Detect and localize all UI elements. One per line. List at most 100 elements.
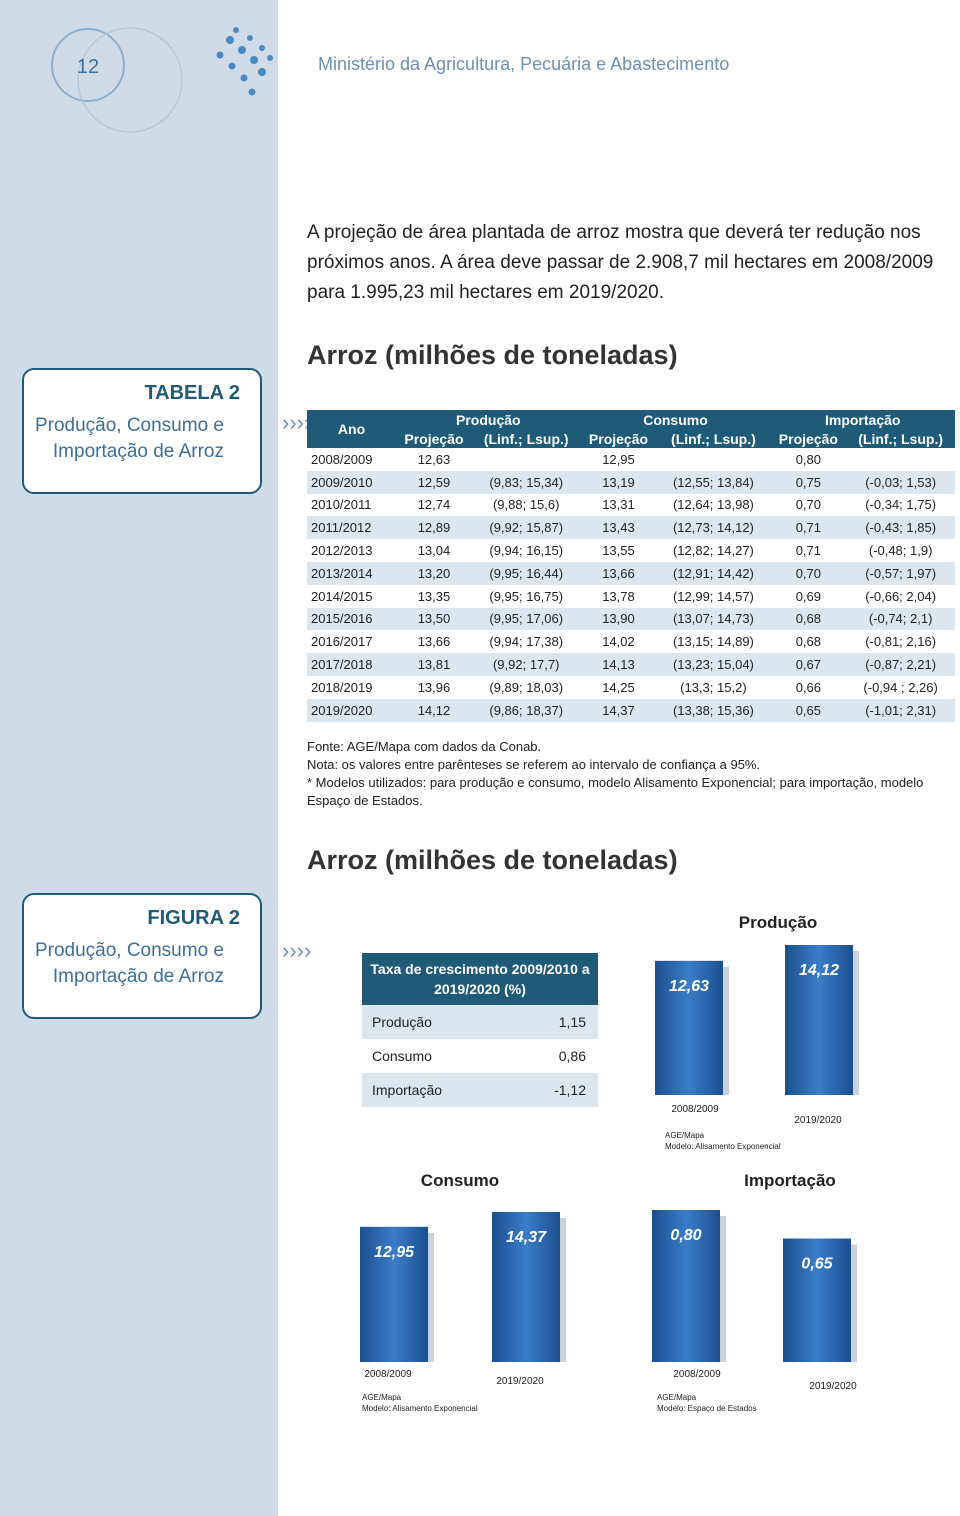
figure-sidebar: FIGURA 2 Produção, Consumo e Importação … — [22, 893, 262, 1019]
table-row: 2019/2020 14,12 (9,86; 18,37) 14,37 (13,38; … — [307, 698, 955, 722]
bar — [360, 1226, 428, 1362]
arrow-icon: ›››› — [282, 938, 311, 963]
header-cell: Projeção — [396, 429, 472, 448]
category-label: 2019/2020 — [496, 1376, 544, 1387]
value-label: 0,65 — [801, 1256, 833, 1273]
table-cell: (9,86; 18,37) — [471, 698, 581, 722]
table-cell: (12,73; 14,12) — [656, 516, 771, 540]
data-table: Ano Produção Consumo Importação Projeção (Lin… — [307, 410, 955, 722]
table-row: 2010/2011 12,74 (9,88; 15,6) 13,31 (12,64; 1… — [307, 494, 955, 517]
source: Modelo: Alisamento Exponencial — [665, 1142, 781, 1151]
header-cell: Produção — [396, 410, 581, 429]
value-label: 12,95 — [374, 1244, 415, 1261]
category-label: 2019/2020 — [809, 1381, 857, 1392]
growth-label: Importação — [362, 1073, 510, 1107]
header-title: Ministério da Agricultura, Pecuária e Ab… — [318, 54, 730, 74]
table-cell: 0,70 — [770, 561, 847, 585]
header-cell: (Linf.; Lsup.) — [846, 429, 955, 448]
bar-shadow — [720, 1216, 726, 1362]
table-cell: (12,55; 13,84) — [656, 470, 771, 494]
table-row: 2012/2013 13,04 (9,94; 16,15) 13,55 (12,82; … — [307, 539, 955, 562]
paragraph: A projeção de área plantada de arroz mos… — [307, 222, 934, 303]
table-cell: 0,68 — [795, 634, 821, 650]
table-cell: 0,70 — [795, 497, 821, 513]
table-cell: 12,59 — [396, 470, 472, 494]
page-number-box: 12 — [77, 56, 99, 78]
table-cell: (-0,74; 2,1) — [846, 607, 955, 631]
dots — [216, 27, 273, 96]
header-row: Projeção (Linf.; Lsup.) Projeção (Linf.; Ls… — [307, 429, 955, 448]
sidebar-caption: Produção, Consumo e Importação de Arroz — [34, 415, 224, 462]
table-cell: 13,55 — [602, 543, 635, 559]
source: Modelo: Espaço de Estados — [657, 1404, 757, 1413]
table-cell: (12,99; 14,57) — [672, 588, 754, 604]
source: Modelo: Alisamento Exponencial — [362, 1404, 478, 1413]
table-cell: (-0,03; 1,53) — [846, 470, 955, 494]
growth-row: Consumo 0,86 — [362, 1039, 598, 1073]
table-cell: 2015/2016 — [307, 607, 397, 631]
table-cell: 13,04 — [417, 543, 451, 559]
table-cell: 2017/2018 — [307, 653, 397, 676]
table-cell: (9,94; 17,38) — [489, 634, 564, 650]
table-row: 2011/2012 12,89 (9,92; 15,87) 13,43 (12,73; … — [307, 516, 955, 540]
table-cell: (-0,66; 2,04) — [865, 588, 937, 604]
table-row: 2008/2009 12,63 12,95 0,80 — [307, 448, 955, 471]
table-row: 2014/2015 13,35 (9,95; 16,75) 13,78 (12,99; … — [307, 585, 955, 608]
circle — [51, 28, 125, 102]
note: Nota: os valores entre parênteses se ref… — [307, 757, 761, 772]
bar — [492, 1212, 560, 1362]
table-row: 2013/2014 13,20 (9,95; 16,44) 13,66 (12,91; … — [307, 561, 955, 585]
header-row: Ano Produção Consumo Importação — [307, 410, 955, 448]
table-cell: 2016/2017 — [311, 634, 373, 650]
value-label: 14,37 — [506, 1229, 547, 1246]
growth-row: Produção 1,15 — [362, 1005, 598, 1039]
bar-shadow — [853, 951, 859, 1095]
table-cell: 0,71 — [795, 543, 821, 559]
header-cell: Projeção — [770, 429, 847, 448]
table-cell: 2013/2014 — [307, 561, 397, 585]
table-cell: 14,25 — [602, 679, 635, 695]
bar-shadow — [723, 966, 729, 1095]
chart-title: Consumo — [421, 1171, 499, 1190]
header-cell: Consumo — [580, 410, 771, 429]
table-cell: (9,92; 17,7) — [471, 653, 581, 676]
notes: Fonte: AGE/Mapa com dados da Conab. Nota:… — [307, 738, 955, 810]
table-cell: (9,83; 15,34) — [471, 470, 581, 494]
table-cell: 0,65 — [770, 698, 847, 722]
table-cell: 2008/2009 — [311, 451, 373, 467]
note: Fonte: AGE/Mapa com dados da Conab. — [307, 739, 542, 754]
table-cell: 2011/2012 — [307, 516, 397, 540]
table-cell: 13,43 — [580, 516, 657, 540]
table-row: 2015/2016 13,50 (9,95; 17,06) 13,90 (13,07; … — [307, 607, 955, 631]
growth-value: 0,86 — [558, 1048, 586, 1064]
table-cell: 14,37 — [580, 698, 657, 722]
table-cell: 12,63 — [417, 451, 451, 467]
table-row: 2018/2019 13,96 (9,89; 18,03) 14,25 (13,3; 1… — [307, 676, 955, 699]
table-cell: (9,94; 16,15) — [489, 543, 564, 559]
value-label: 12,63 — [669, 978, 709, 995]
table-cell: 13,81 — [396, 653, 472, 676]
bar — [655, 960, 723, 1095]
figure-title: Arroz (milhões de toneladas) — [307, 845, 678, 875]
table-cell: 0,67 — [770, 653, 847, 676]
table-cell: 12,89 — [396, 516, 472, 540]
table-cell: (-0,94 ; 2,26) — [863, 679, 938, 695]
sidebar-label: FIGURA 2 — [147, 907, 240, 929]
table-cell: (13,38; 15,36) — [656, 698, 771, 722]
table-cell: 2010/2011 — [311, 497, 372, 513]
growth-value: -1,12 — [509, 1073, 598, 1107]
growth-title: Taxa de crescimento 2009/2010 a 2019/202… — [362, 953, 598, 1005]
table-cell: 0,71 — [770, 516, 847, 540]
table-cell: 2018/2019 — [311, 679, 373, 695]
table-cell: 13,50 — [396, 607, 472, 631]
table-row: 2009/2010 12,59 (9,83; 15,34) 13,19 (12,55; … — [307, 470, 955, 494]
circle — [77, 27, 183, 133]
table-cell: 13,31 — [602, 497, 635, 513]
header-cell: (Linf.; Lsup.) — [656, 429, 771, 448]
table-cell: 13,96 — [417, 679, 451, 695]
table-cell: 12,74 — [417, 497, 451, 513]
table-cell: 13,20 — [396, 561, 472, 585]
table-cell: 0,80 — [795, 451, 821, 467]
table-cell: 13,35 — [417, 588, 451, 604]
